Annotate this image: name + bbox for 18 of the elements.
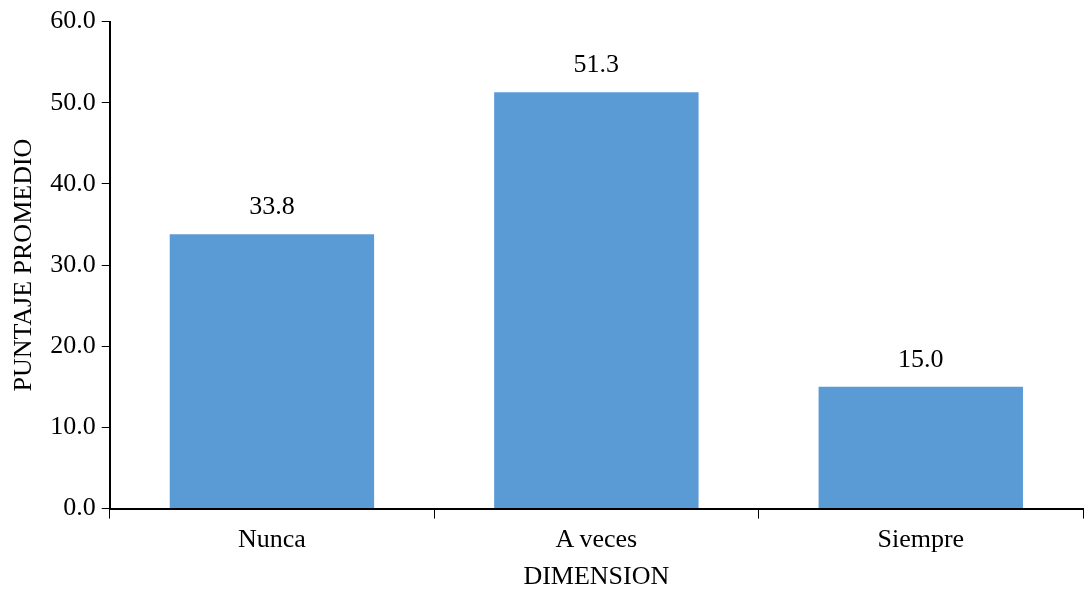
bar	[818, 386, 1023, 509]
y-tick-label: 30.0	[50, 248, 96, 278]
y-tick-label: 20.0	[50, 330, 96, 360]
x-axis-title: DIMENSION	[523, 561, 670, 591]
x-tick-label: A veces	[555, 524, 638, 554]
y-axis-title: PUNTAJE PROMEDIO	[8, 138, 38, 392]
bar	[169, 234, 375, 509]
x-tick-label: Nunca	[237, 524, 307, 554]
data-label: 15.0	[898, 343, 944, 373]
y-tick-label: 10.0	[50, 411, 96, 441]
bar	[494, 92, 699, 509]
x-tick-label: Siempre	[877, 524, 965, 554]
y-tick-label: 60.0	[50, 5, 96, 35]
y-tick-label: 50.0	[50, 86, 96, 116]
data-label: 51.3	[573, 49, 620, 79]
y-tick-label: 0.0	[63, 492, 96, 522]
data-label: 33.8	[249, 191, 295, 221]
y-tick-label: 40.0	[50, 167, 96, 197]
